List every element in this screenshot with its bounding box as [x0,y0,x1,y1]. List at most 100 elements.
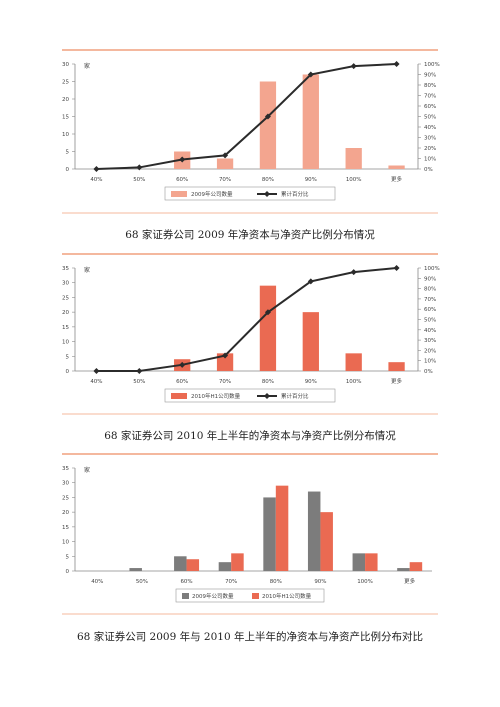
legend-box [175,588,325,603]
legend-label: 累计百分比 [281,190,309,198]
bar [307,491,321,571]
line-point [222,152,229,159]
y2-tick-label: 0% [424,167,433,173]
chart-2010h1: 0 5 10 15 20 25 30 35 家 0% 10% 20% 30% 40% 50% 60% 70% 80… [62,253,440,415]
x-tick-label: 90% [305,177,317,183]
y2-tick-label: 20% [424,348,436,354]
line-point [350,269,357,276]
y2-tick-label: 20% [424,146,436,152]
y2-tick-label: 80% [424,287,436,293]
y-tick-label: 30 [62,62,69,68]
legend-label: 2009年公司数量 [191,190,233,198]
chart-panel-2009: 0 5 10 15 20 25 30 家 0% 10% 20% 30% 40% 50% 60% 70% 80% 9… [0,0,500,241]
x-tick-label: 60% [176,379,188,385]
bar [129,568,142,571]
bar [231,553,244,571]
x-tick-label: 60% [180,579,192,585]
bar [302,312,319,371]
y2-tick-label: 0% [424,369,433,375]
chart-panel-2010: 0 5 10 15 20 25 30 35 家 0% 10% 20% 30% 40% 50% 60% 70% 80… [62,253,440,442]
y-tick-label: 20 [62,510,69,516]
bar [259,81,277,169]
x-tick-label: 80% [270,579,282,585]
bar [388,362,405,371]
y-tick-label: 25 [62,495,69,501]
line-point [307,71,314,78]
y-tick-label: 10 [62,540,69,546]
y-tick-label: 25 [62,80,69,86]
y-axis-label: 家 [84,62,90,70]
caption-compare: 68 家证券公司 2009 年与 2010 年上半年的净资本与净资产比例分布对比 [77,631,423,643]
legend-swatch [182,593,189,599]
legend-label: 累计百分比 [281,392,309,400]
line-point [179,361,186,368]
x-tick-label: 100% [357,579,373,585]
y-tick-label: 10 [62,340,69,346]
y-axis-label: 家 [84,466,90,474]
x-tick-label: 100% [346,379,362,385]
bar [388,165,405,169]
line-point [264,309,271,316]
bar [218,562,232,571]
line-point [307,278,314,285]
legend-label: 2010年H1公司数量 [262,592,312,600]
caption-2009: 68 家证券公司 2009 年净资本与净资产比例分布情况 [125,229,375,241]
x-tick-label: 70% [219,379,231,385]
y-tick-label: 15 [62,525,69,531]
line-point [136,164,143,171]
y-tick-label: 5 [66,354,70,360]
y-tick-label: 5 [66,150,70,156]
line-point [93,166,100,172]
y2-tick-label: 90% [424,276,436,282]
y2-tick-label: 80% [424,83,436,89]
y-tick-label: 20 [62,310,69,316]
bar [345,148,362,169]
y-tick-label: 0 [66,569,70,575]
bar [259,285,277,371]
x-tick-label: 80% [262,379,274,385]
bar [302,74,319,169]
x-tick-label: 90% [305,379,317,385]
line-point [222,352,229,359]
legend-box [164,388,336,403]
legend-label: 2009年公司数量 [192,592,234,600]
y-tick-label: 25 [62,295,69,301]
y-tick-label: 0 [66,369,70,375]
bar [397,568,410,571]
y2-tick-label: 70% [424,297,436,303]
y2-tick-label: 10% [424,157,436,163]
bar [345,353,362,371]
y2-tick-label: 40% [424,125,436,131]
legend-swatch [252,593,259,599]
y2-tick-label: 10% [424,359,436,365]
y-tick-label: 35 [62,466,69,472]
x-tick-label: 40% [90,177,102,183]
x-tick-label: 80% [262,177,274,183]
x-tick-label: 60% [176,177,188,183]
y-tick-label: 15 [62,115,69,121]
y2-tick-label: 100% [424,266,440,272]
line-point [93,368,100,374]
bar [263,497,276,571]
x-tick-label: 更多 [404,577,416,585]
caption-2010h1: 68 家证券公司 2010 年上半年的净资本与净资产比例分布情况 [104,430,396,442]
cumulative-line [96,63,397,170]
y2-tick-label: 30% [424,136,436,142]
x-tick-label: 50% [136,579,148,585]
legend-swatch [171,191,187,197]
y2-tick-label: 50% [424,115,436,121]
bar [365,553,378,571]
bar [409,562,423,571]
legend-swatch [171,393,187,399]
x-tick-label: 40% [90,379,102,385]
x-tick-label: 70% [225,579,237,585]
line-point [179,156,186,163]
y2-tick-label: 70% [424,94,436,100]
y-tick-label: 20 [62,97,69,103]
y-axis-label: 家 [84,266,90,274]
x-tick-label: 更多 [391,377,403,385]
line-point [393,61,400,67]
x-tick-label: 50% [133,379,145,385]
chart-compare: 0 5 10 15 20 25 30 35 家 40% 50% 60% 70% 80% 90% 100% 更多 2… [62,453,438,615]
cumulative-line [96,267,397,372]
